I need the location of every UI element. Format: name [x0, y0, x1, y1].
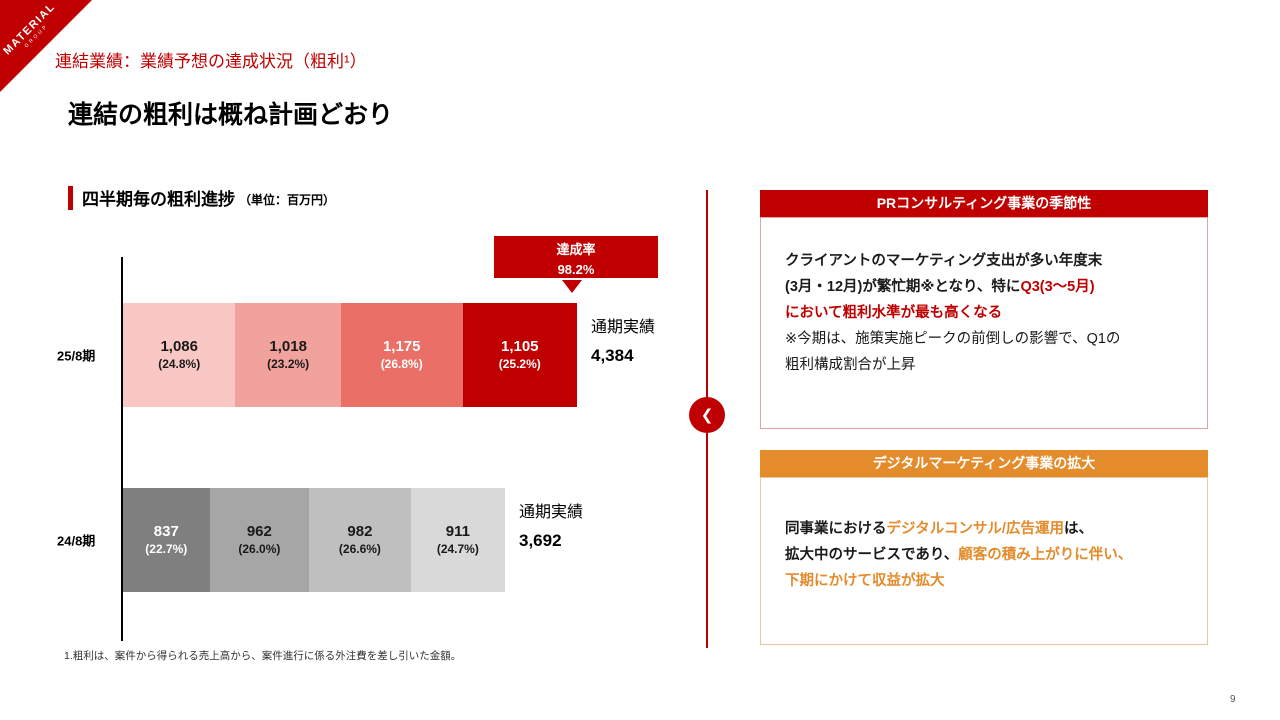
- segment-value: 982: [347, 522, 373, 540]
- callout-title: PRコンサルティング事業の季節性: [760, 190, 1208, 217]
- segment-value: 1,105: [500, 337, 539, 355]
- footnote: 1.粗利は、案件から得られる売上高から、案件進行に係る外注費を差し引いた金額。: [64, 650, 462, 662]
- segment-value: 1,086: [160, 337, 198, 355]
- segment-percent: (24.7%): [436, 542, 479, 557]
- segment-value: 837: [153, 522, 179, 540]
- segment-percent: (23.2%): [267, 357, 310, 372]
- segment-percent: (26.8%): [380, 357, 423, 372]
- callout-text-span: 拡大中のサービスであり、: [785, 547, 959, 563]
- logo-text: MATERIAL: [1, 0, 58, 58]
- chart-heading-label: 四半期毎の粗利進捗: [82, 190, 235, 209]
- bar-segment: 1,175 (26.8%): [340, 303, 463, 407]
- segment-value: 1,018: [269, 337, 307, 355]
- callout-text-span: 下期にかけて収益が拡大: [785, 573, 945, 589]
- callout-text-line: ※今期は、施策実施ピークの前倒しの影響で、Q1の: [785, 326, 1189, 352]
- achievement-badge-value: 98.2%: [557, 261, 595, 277]
- chevron-left-icon: ❮: [689, 397, 725, 433]
- segment-percent: (26.0%): [238, 542, 281, 557]
- material-logo-ribbon: MATERIAL GROUP: [0, 0, 92, 92]
- stacked-bar: 1,086 (24.8%) 1,018 (23.2%) 1,175 (26.8%) 1,10…: [123, 303, 577, 407]
- achievement-badge: 達成率 98.2%: [494, 236, 658, 278]
- row-total: 通期実績 4,384: [591, 313, 655, 366]
- callout-text-span: 粗利構成割合が上昇: [785, 357, 916, 373]
- segment-value: 911: [445, 522, 470, 540]
- callout-pr-seasonality: PRコンサルティング事業の季節性 クライアントのマーケティング支出が多い年度末 (…: [760, 190, 1208, 429]
- total-label: 通期実績: [519, 504, 584, 521]
- chart-section-heading: 四半期毎の粗利進捗 （単位：百万円）: [68, 185, 335, 210]
- segment-percent: (26.6%): [338, 542, 381, 557]
- row-label: 24/8期: [57, 533, 96, 549]
- stacked-bar: 837 (22.7%) 962 (26.0%) 982 (26.6%) 911 (24.7%): [123, 488, 505, 592]
- segment-value: 1,175: [382, 337, 421, 355]
- callout-text-span: 顧客の積み上がりに伴い、: [958, 547, 1133, 563]
- chart-axis: [121, 257, 123, 641]
- page-title: 連結の粗利は概ね計画どおり: [68, 101, 394, 129]
- callout-text-span: において粗利水準が最も高くなる: [785, 305, 1003, 321]
- segment-percent: (25.2%): [498, 357, 541, 372]
- callout-body: クライアントのマーケティング支出が多い年度末 (3月・12月)が繁忙期※となり、特…: [760, 217, 1208, 429]
- segment-value: 962: [246, 522, 272, 540]
- callout-digital-marketing: デジタルマーケティング事業の拡大 同事業におけるデジタルコンサル/広告運用は、拡…: [760, 450, 1208, 645]
- callout-text-line: クライアントのマーケティング支出が多い年度末: [785, 248, 1189, 274]
- badge-arrow-down-icon: [562, 280, 582, 293]
- callout-text-span: ※今期は、施策実施ピークの前倒しの影響で、Q1の: [785, 331, 1121, 347]
- page-number: 9: [1230, 694, 1236, 705]
- total-label: 通期実績: [591, 319, 656, 336]
- segment-percent: (24.8%): [158, 357, 201, 372]
- bar-segment: 962 (26.0%): [209, 488, 310, 592]
- row-label: 25/8期: [57, 348, 96, 364]
- segment-percent: (22.7%): [145, 542, 188, 557]
- callout-text-span: は、: [1063, 521, 1093, 537]
- breadcrumb: 連結業績：業績予想の達成状況（粗利¹）: [55, 52, 367, 71]
- callout-text-line: において粗利水準が最も高くなる: [785, 300, 1189, 326]
- callout-text-span: 同事業における: [785, 521, 887, 537]
- achievement-badge-label: 達成率: [556, 242, 596, 257]
- total-value: 3,692: [519, 531, 562, 550]
- callout-text-span: クライアントのマーケティング支出が多い年度末: [785, 253, 1103, 269]
- bar-segment: 911 (24.7%): [410, 488, 505, 592]
- callout-text-span: Q3(3～5月): [1020, 279, 1095, 295]
- bar-segment: 982 (26.6%): [309, 488, 411, 592]
- bar-segment: 1,086 (24.8%): [123, 303, 236, 407]
- callout-text-line: 下期にかけて収益が拡大: [785, 568, 1189, 594]
- row-total: 通期実績 3,692: [519, 498, 583, 551]
- callout-text-span: デジタルコンサル/広告運用: [886, 521, 1064, 537]
- callout-text-span: (3月・12月)が繁忙期※となり、特に: [785, 279, 1021, 295]
- section-accent-bar: [68, 185, 73, 210]
- chart-unit-note: （単位：百万円）: [239, 193, 336, 207]
- callout-text-line: 拡大中のサービスであり、顧客の積み上がりに伴い、: [785, 542, 1189, 568]
- callout-text-line: 粗利構成割合が上昇: [785, 352, 1189, 378]
- total-value: 4,384: [591, 346, 634, 365]
- bar-segment: 1,105 (25.2%): [462, 303, 577, 407]
- callout-title: デジタルマーケティング事業の拡大: [760, 450, 1208, 477]
- bar-segment: 1,018 (23.2%): [235, 303, 341, 407]
- bar-segment: 837 (22.7%): [123, 488, 210, 592]
- callout-text-line: (3月・12月)が繁忙期※となり、特にQ3(3～5月): [785, 274, 1189, 300]
- callout-body: 同事業におけるデジタルコンサル/広告運用は、 拡大中のサービスであり、顧客の積み上…: [760, 477, 1208, 645]
- callout-text-line: 同事業におけるデジタルコンサル/広告運用は、: [785, 516, 1189, 542]
